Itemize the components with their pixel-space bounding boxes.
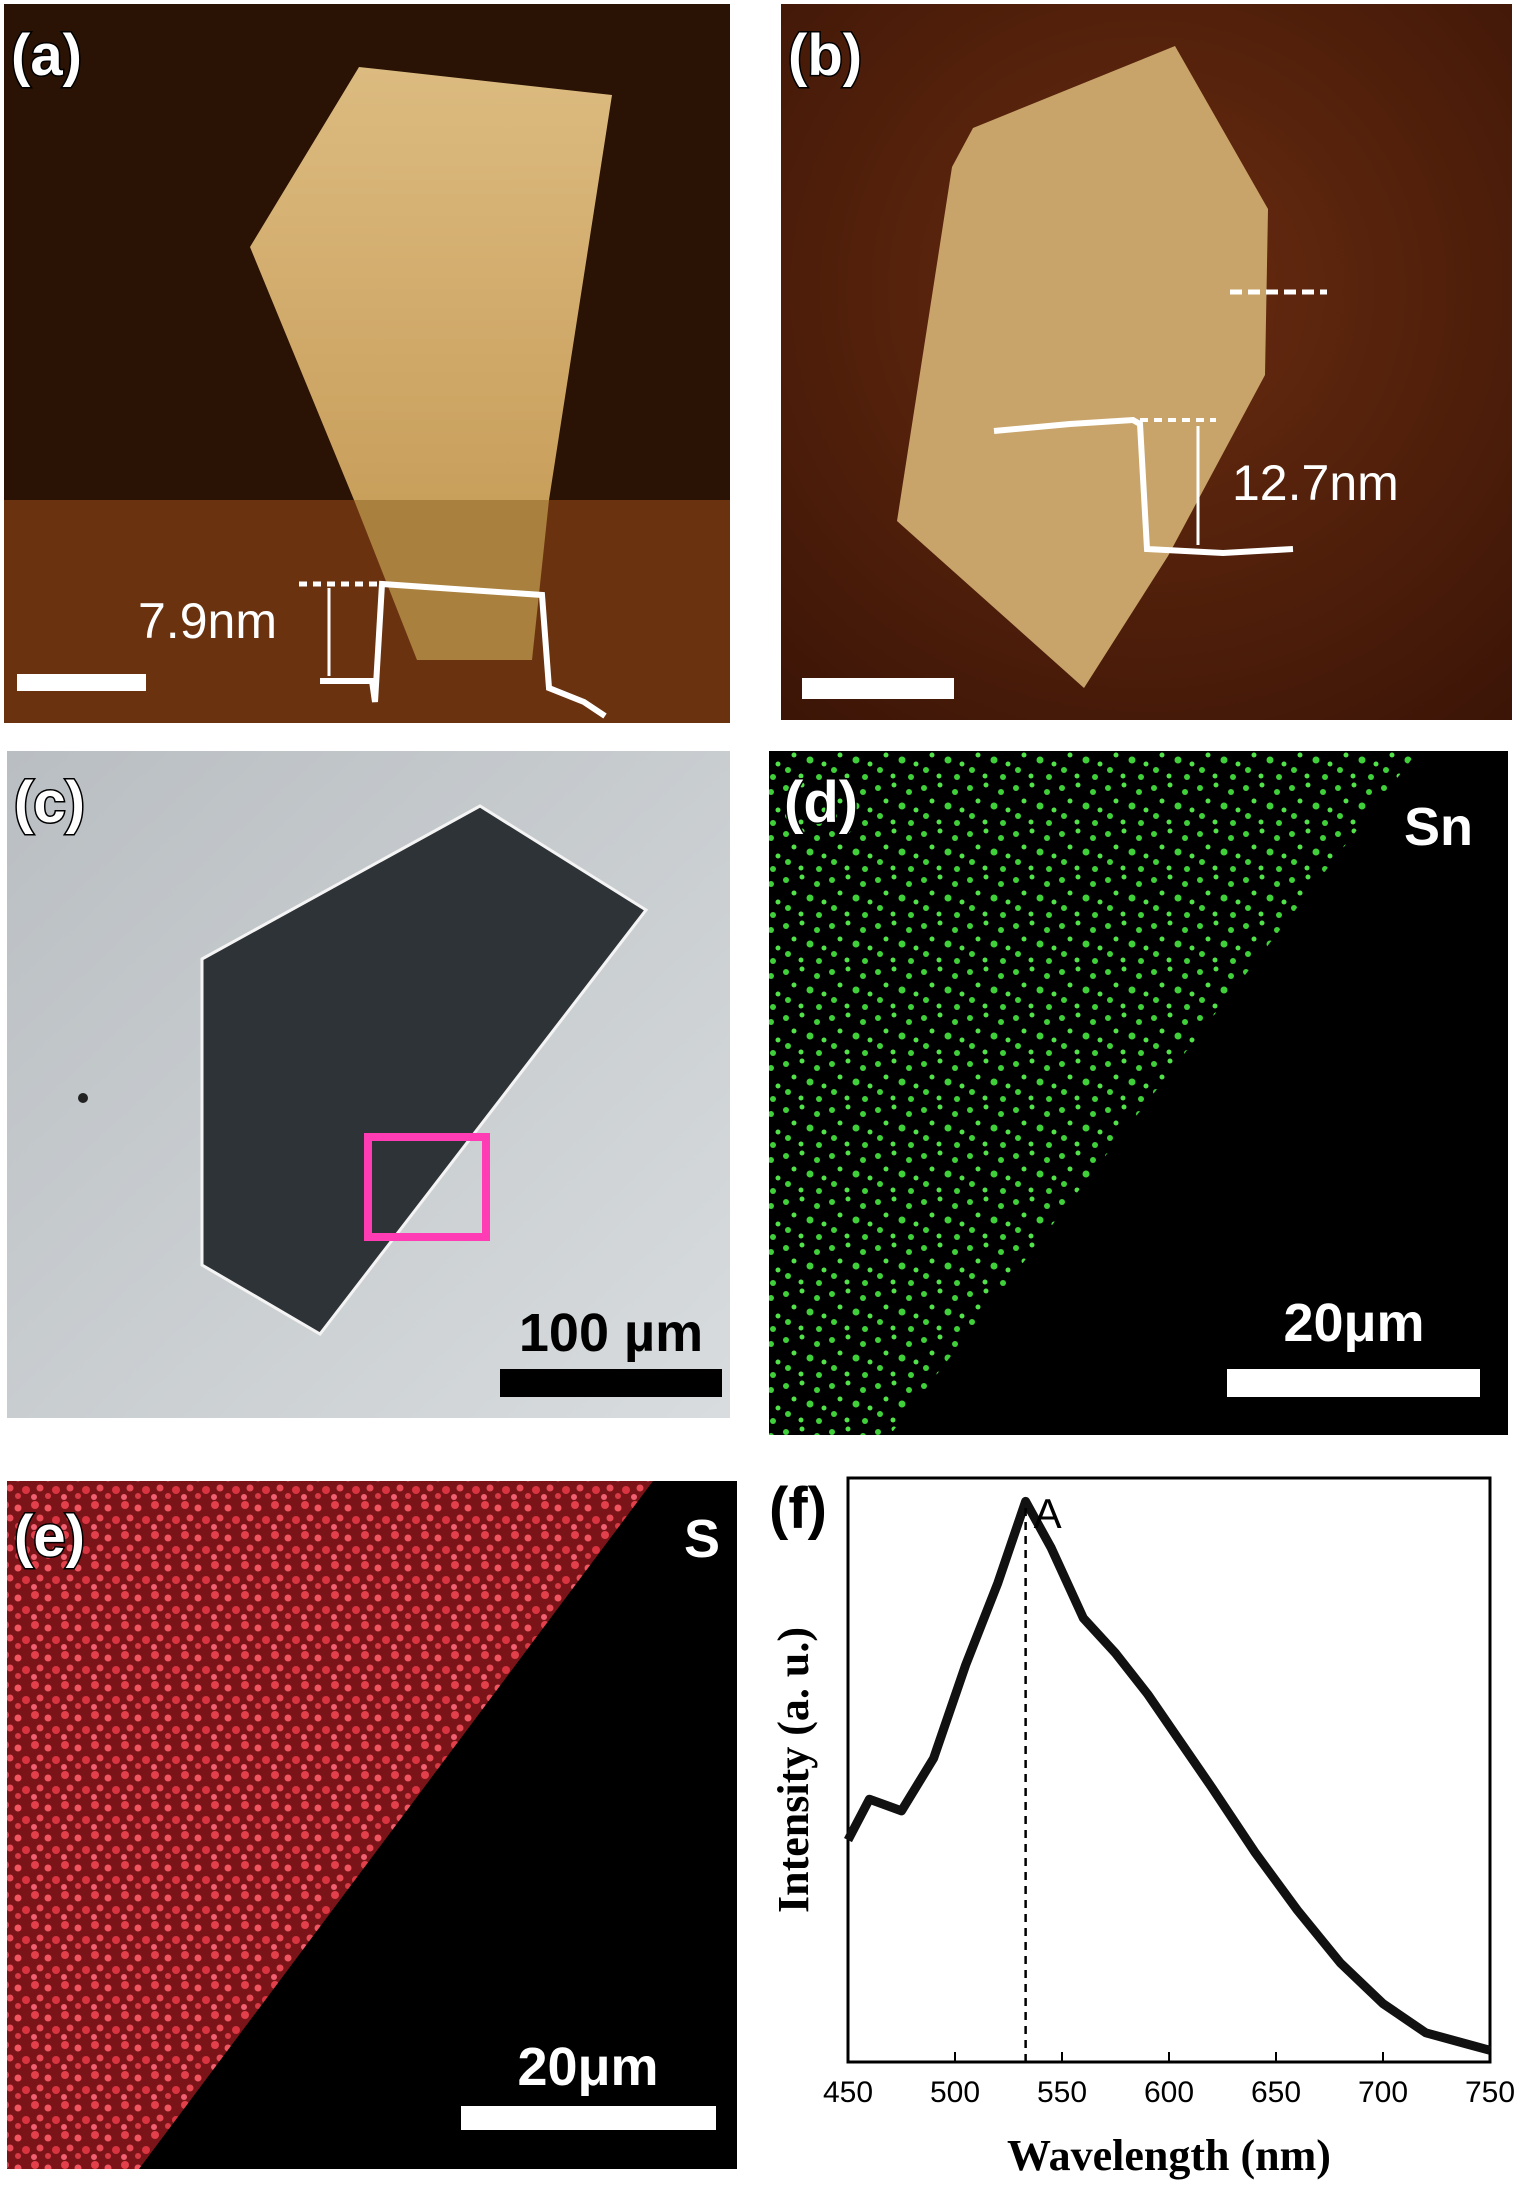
sn-map (769, 751, 1418, 1435)
peak-label: A (1034, 1490, 1062, 1537)
panel-label: (f) (769, 1476, 827, 1541)
x-axis-label: Wavelength (nm) (1007, 2131, 1331, 2180)
height-label: 7.9nm (138, 593, 277, 649)
panel-a: 7.9nm (a) (4, 4, 730, 723)
scale-label: 100 µm (519, 1303, 703, 1363)
x-tick-label: 550 (1037, 2076, 1087, 2109)
panel-label: (a) (11, 23, 82, 88)
panel-e: 20μm S (e) (7, 1481, 737, 2169)
flake (200, 804, 649, 1336)
flake (897, 46, 1268, 688)
x-tick-label: 600 (1144, 2076, 1194, 2109)
x-tick-label: 500 (930, 2076, 980, 2109)
height-profile (993, 416, 1294, 557)
element-label: Sn (1404, 797, 1473, 857)
flake (354, 500, 549, 660)
flake (250, 67, 612, 500)
panel-label: (e) (14, 1504, 85, 1569)
scale-bar (802, 678, 954, 699)
element-label: S (684, 1509, 720, 1569)
x-tick-label: 450 (823, 2076, 873, 2109)
s-map (7, 1481, 653, 2169)
x-tick-label: 750 (1465, 2076, 1515, 2109)
scale-bar (500, 1369, 722, 1397)
scale-label: 20μm (1283, 1293, 1424, 1353)
spectrum (844, 1496, 1492, 2055)
panel-f: (f) Wavelength (nm) Intensity (a. u.) 45… (769, 1476, 1515, 2180)
height-profile (320, 580, 607, 719)
scale-bar (17, 674, 146, 691)
x-tick-label: 700 (1358, 2076, 1408, 2109)
scale-bar (1227, 1369, 1480, 1397)
panel-label: (c) (14, 770, 85, 835)
particle (78, 1093, 88, 1103)
panel-label: (d) (784, 770, 858, 835)
y-axis-label: Intensity (a. u.) (769, 1627, 818, 1913)
x-tick-label: 650 (1251, 2076, 1301, 2109)
panel-label: (b) (788, 23, 862, 88)
panel-d: 20μm Sn (d) (769, 751, 1508, 1435)
panel-c: 100 µm (c) (7, 751, 730, 1418)
panel-b: 12.7nm (b) (781, 4, 1512, 720)
height-label: 12.7nm (1232, 455, 1399, 511)
scale-bar (461, 2106, 716, 2130)
selection-box (364, 1133, 490, 1241)
scale-label: 20μm (517, 2037, 658, 2097)
plot-frame (846, 1476, 1492, 2064)
